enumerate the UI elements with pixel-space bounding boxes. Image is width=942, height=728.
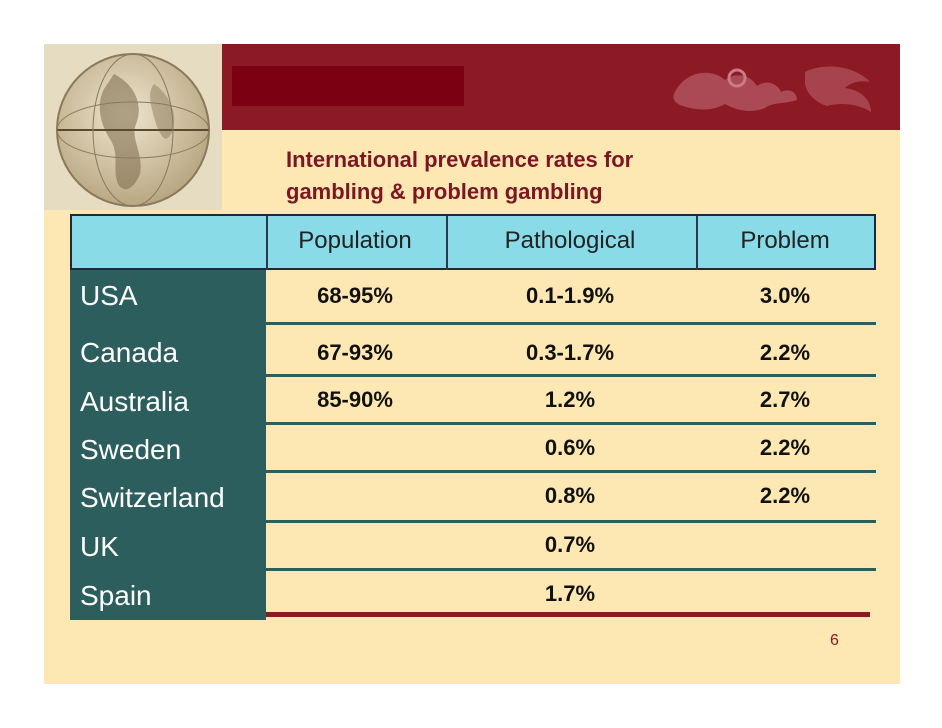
header-divider bbox=[266, 216, 268, 270]
problem-cell bbox=[696, 574, 874, 614]
pathological-cell: 0.6% bbox=[544, 435, 596, 460]
header-divider bbox=[696, 216, 698, 270]
banner-accent bbox=[232, 66, 464, 106]
row-divider bbox=[266, 374, 876, 377]
row-divider bbox=[266, 322, 876, 325]
header-divider bbox=[446, 216, 448, 270]
country-cell: Australia bbox=[80, 386, 189, 417]
problem-cell: 3.0% bbox=[759, 283, 811, 308]
title-line-1: International prevalence rates for bbox=[286, 147, 634, 172]
country-cell: UK bbox=[80, 531, 119, 562]
problem-cell: 2.2% bbox=[759, 340, 811, 365]
pathological-cell: 0.7% bbox=[544, 532, 596, 557]
page-number: 6 bbox=[830, 632, 839, 649]
header-population: Population bbox=[298, 227, 412, 254]
population-cell bbox=[266, 428, 444, 468]
country-cell: Spain bbox=[80, 580, 152, 611]
population-cell: 85-90% bbox=[317, 387, 393, 412]
row-divider bbox=[266, 422, 876, 425]
population-cell bbox=[266, 476, 444, 516]
population-cell: 67-93% bbox=[317, 340, 393, 365]
country-column bbox=[70, 270, 266, 620]
row-divider bbox=[266, 470, 876, 473]
country-cell: Switzerland bbox=[80, 482, 225, 513]
table-bottom-rule bbox=[266, 612, 870, 617]
globe-icon bbox=[56, 53, 210, 207]
country-cell: Sweden bbox=[80, 434, 182, 465]
population-cell: 68-95% bbox=[317, 283, 393, 308]
lion-logo-icon bbox=[673, 66, 871, 112]
problem-cell: 2.7% bbox=[759, 387, 811, 412]
header-problem: Problem bbox=[740, 227, 830, 254]
slide-title: International prevalence rates for gambl… bbox=[286, 144, 846, 208]
population-cell bbox=[266, 574, 444, 614]
problem-cell: 2.2% bbox=[759, 483, 811, 508]
problem-cell: 2.2% bbox=[759, 435, 811, 460]
pathological-cell: 1.7% bbox=[544, 581, 596, 606]
row-divider bbox=[266, 520, 876, 523]
country-cell: USA bbox=[80, 280, 138, 311]
country-cell: Canada bbox=[80, 337, 179, 368]
pathological-cell: 0.3-1.7% bbox=[525, 340, 615, 365]
row-divider bbox=[266, 568, 876, 571]
problem-cell bbox=[696, 525, 874, 565]
pathological-cell: 1.2% bbox=[544, 387, 596, 412]
pathological-cell: 0.8% bbox=[544, 483, 596, 508]
pathological-cell: 0.1-1.9% bbox=[525, 283, 615, 308]
title-line-2: gambling & problem gambling bbox=[286, 179, 603, 204]
population-cell bbox=[266, 525, 444, 565]
table-header bbox=[70, 214, 876, 270]
globe-image bbox=[44, 44, 222, 210]
header-pathological: Pathological bbox=[504, 227, 636, 254]
